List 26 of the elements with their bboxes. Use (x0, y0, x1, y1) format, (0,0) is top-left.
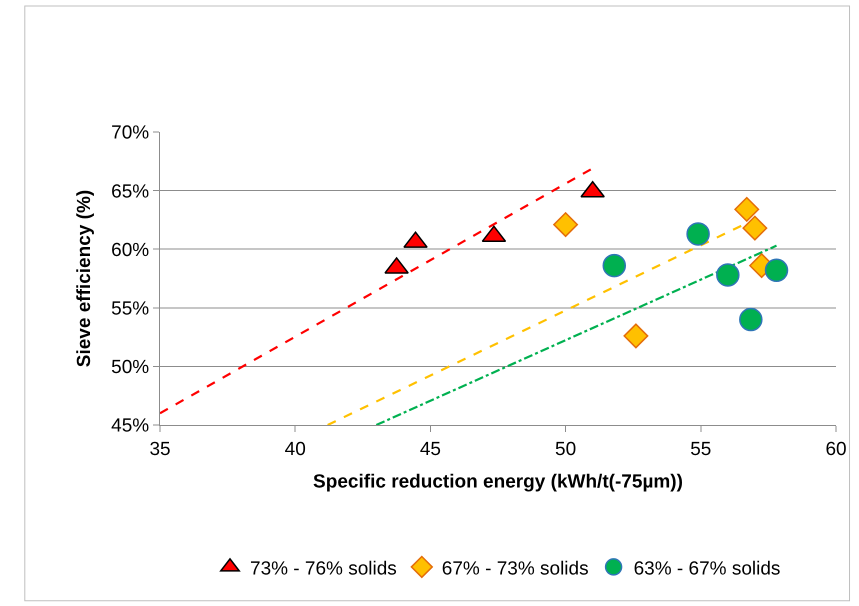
x-tick-label: 35 (149, 438, 171, 460)
y-tick-label: 55% (111, 298, 150, 320)
x-tick-label: 45 (420, 438, 441, 460)
y-tick-label: 45% (111, 416, 150, 437)
x-tick-label: 50 (555, 438, 576, 460)
x-tick-label: 40 (284, 438, 306, 460)
point (623, 323, 648, 348)
legend-label: 63% - 67% solids (634, 558, 780, 580)
point (739, 308, 763, 332)
x-tick-label: 55 (690, 438, 712, 460)
x-tick-label: 60 (825, 438, 847, 460)
legend-label: 67% - 73% solids (442, 558, 589, 580)
point (764, 258, 788, 282)
y-tick-label: 50% (111, 357, 150, 378)
x-axis-title: Specific reduction energy (kWh/t(-75µm)) (313, 472, 683, 493)
point (716, 263, 740, 287)
point (553, 212, 578, 238)
point (742, 216, 768, 241)
y-tick-label: 70% (111, 122, 150, 144)
point (602, 254, 626, 278)
y-tick-label: 60% (111, 240, 150, 261)
point (734, 196, 760, 222)
point (686, 222, 710, 246)
y-tick-label: 65% (111, 181, 150, 202)
y-axis-title: Sieve efficiency (%) (74, 190, 96, 368)
legend-label: 73% - 76% solids (250, 558, 397, 580)
